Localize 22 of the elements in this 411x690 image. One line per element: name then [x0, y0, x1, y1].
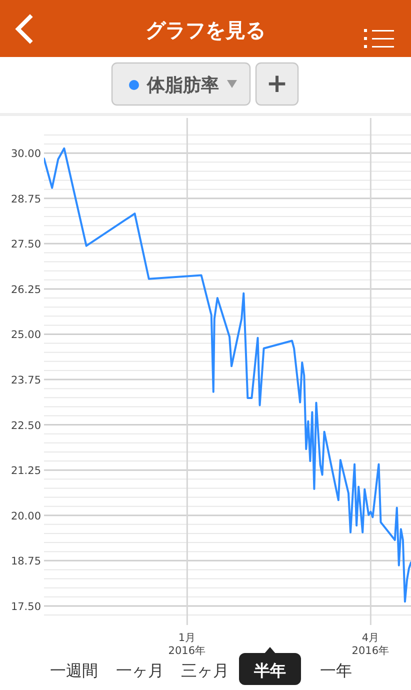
text: 一年	[320, 661, 352, 680]
y-tick-label: 20.00	[10, 510, 41, 522]
y-tick-label: 18.75	[10, 556, 41, 568]
y-tick-label: 26.25	[10, 284, 41, 296]
y-tick-label: 17.50	[10, 600, 41, 613]
text: +	[266, 69, 288, 99]
text: 一ヶ月	[116, 661, 164, 680]
text: 半年	[253, 661, 286, 680]
line-series	[44, 147, 411, 603]
y-tick-label: 21.25	[10, 465, 41, 478]
text: 一週間	[50, 661, 98, 680]
y-tick-label: 27.50	[10, 238, 41, 251]
y-tick-label: 30.00	[10, 148, 41, 160]
y-tick-label: 22.50	[10, 420, 41, 432]
y-tick-label: 23.75	[10, 374, 41, 387]
y-tick-label: 28.75	[10, 193, 41, 206]
legend-label: 体脂肪率	[146, 75, 219, 96]
x-tick-label: 1月 2016年	[168, 632, 206, 657]
y-tick-label: 25.00	[10, 329, 41, 342]
x-tick-label: 4月 2016年	[352, 632, 390, 657]
chart-title: グラフを見る	[146, 18, 266, 42]
text: 三ヶ月	[181, 661, 229, 680]
